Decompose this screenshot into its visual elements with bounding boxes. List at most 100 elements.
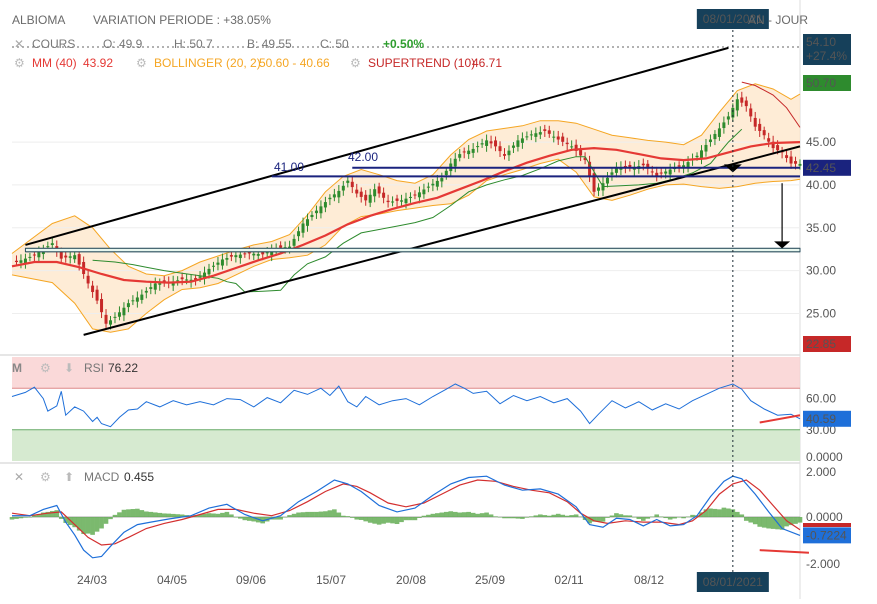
x-axis-label: 09/06 bbox=[236, 573, 266, 587]
candle-body bbox=[23, 258, 27, 264]
x-axis-label: 15/07 bbox=[316, 573, 346, 587]
macd-histogram-bar bbox=[166, 513, 172, 517]
candle-body bbox=[417, 192, 421, 198]
macd-histogram-bar bbox=[743, 517, 749, 521]
macd-histogram-bar bbox=[721, 507, 727, 517]
macd-value: 0.455 bbox=[124, 470, 154, 484]
candle-body bbox=[498, 146, 502, 152]
candle-body bbox=[297, 231, 301, 237]
macd-histogram-bar bbox=[739, 514, 745, 517]
candle-body bbox=[198, 276, 202, 278]
candle-body bbox=[628, 164, 632, 168]
gear-icon[interactable]: ⚙ bbox=[350, 56, 361, 70]
macd-histogram-bar bbox=[54, 510, 60, 517]
macd-histogram-bar bbox=[49, 511, 55, 517]
candle-body bbox=[431, 183, 435, 186]
macd-legend: ✕ ⚙ ⬆ MACD 0.455 bbox=[14, 470, 154, 484]
candle-body bbox=[467, 150, 471, 155]
candle-body bbox=[104, 314, 108, 324]
macd-histogram-bar bbox=[354, 517, 360, 520]
candle-body bbox=[91, 285, 95, 293]
macd-histogram-bar bbox=[623, 515, 628, 517]
candle-body bbox=[301, 223, 305, 233]
candle-body bbox=[695, 155, 699, 158]
candle-body bbox=[749, 108, 753, 117]
candle-body bbox=[373, 189, 377, 197]
close-icon[interactable]: ✕ bbox=[14, 37, 24, 51]
macd-histogram-bar bbox=[282, 517, 288, 518]
macd-histogram-bar bbox=[596, 517, 601, 522]
macd-histogram-bar bbox=[546, 515, 552, 517]
macd-histogram-bar bbox=[18, 517, 24, 519]
macd-tick-label: 2.000 bbox=[806, 465, 836, 479]
candle-body bbox=[744, 100, 748, 107]
macd-histogram-bar bbox=[421, 515, 427, 517]
candle-body bbox=[453, 158, 457, 167]
macd-histogram-bar bbox=[76, 517, 82, 531]
macd-histogram-bar bbox=[717, 509, 722, 517]
macd-histogram-bar bbox=[72, 517, 77, 528]
macd-histogram-bar bbox=[349, 517, 355, 518]
macd-histogram-bar bbox=[475, 513, 480, 517]
candle-body bbox=[610, 172, 614, 175]
gear-icon[interactable]: ⚙ bbox=[40, 470, 51, 484]
macd-histogram-bar bbox=[58, 517, 64, 519]
macd-histogram-bar bbox=[376, 517, 382, 525]
macd-histogram-bar bbox=[152, 512, 158, 517]
macd-histogram-bar bbox=[394, 517, 400, 525]
arrow-down-icon[interactable]: ⬇ bbox=[64, 361, 74, 375]
supertrend-label: SUPERTREND (10) bbox=[368, 56, 475, 70]
period-label: AN - JOUR bbox=[748, 13, 808, 27]
candle-body bbox=[422, 189, 426, 195]
candle-body bbox=[391, 201, 395, 203]
macd-histogram-bar bbox=[287, 515, 292, 517]
macd-histogram-bar bbox=[757, 517, 763, 527]
macd-histogram-bar bbox=[470, 512, 476, 517]
macd-histogram-bar bbox=[103, 517, 109, 524]
macd-histogram-bar bbox=[676, 517, 682, 518]
candle-body bbox=[109, 320, 112, 325]
macd-histogram-bar bbox=[296, 512, 301, 517]
macd-histogram-bar bbox=[533, 515, 539, 517]
candle-body bbox=[547, 130, 551, 134]
macd-histogram-bar bbox=[45, 511, 51, 517]
x-axis-label: 25/09 bbox=[475, 573, 505, 587]
gear-icon[interactable]: ⚙ bbox=[136, 56, 147, 70]
candle-body bbox=[314, 210, 318, 214]
candle-body bbox=[529, 134, 533, 136]
cursor-date-box-bottom bbox=[696, 572, 769, 592]
macd-histogram-bar bbox=[108, 517, 113, 520]
macd-histogram-bar bbox=[417, 517, 422, 518]
candle-body bbox=[238, 254, 242, 259]
macd-histogram-bar bbox=[569, 515, 574, 517]
candle-body bbox=[579, 148, 583, 156]
macd-histogram-bar bbox=[452, 511, 458, 517]
macd-histogram-bar bbox=[784, 517, 789, 527]
price-tick-label: 45.00 bbox=[806, 135, 836, 149]
candle-body bbox=[552, 136, 556, 138]
close-icon[interactable]: ✕ bbox=[14, 470, 24, 484]
candle-body bbox=[444, 170, 448, 176]
candle-body bbox=[158, 283, 162, 285]
arrow-up-icon[interactable]: ⬆ bbox=[64, 470, 74, 484]
macd-current-label: -0.7224 bbox=[806, 528, 847, 542]
macd-histogram-bar bbox=[126, 509, 131, 517]
gear-icon[interactable]: ⚙ bbox=[14, 56, 25, 70]
candle-body bbox=[668, 169, 672, 175]
candle-body bbox=[462, 151, 466, 153]
candle-body bbox=[144, 290, 148, 293]
macd-histogram-bar bbox=[161, 513, 167, 517]
cursor-date-box-top bbox=[696, 9, 769, 29]
gear-icon[interactable]: ⚙ bbox=[40, 361, 51, 375]
candle-body bbox=[583, 157, 587, 161]
candle-body bbox=[597, 187, 601, 191]
candle-body bbox=[404, 198, 408, 204]
macd-histogram-bar bbox=[390, 517, 395, 524]
current-band-label: 42.45 bbox=[806, 161, 836, 175]
candle-body bbox=[368, 194, 372, 203]
macd-histogram-bar bbox=[551, 514, 557, 517]
macd-histogram-bar bbox=[224, 511, 230, 517]
macd-histogram-bar bbox=[41, 512, 46, 517]
